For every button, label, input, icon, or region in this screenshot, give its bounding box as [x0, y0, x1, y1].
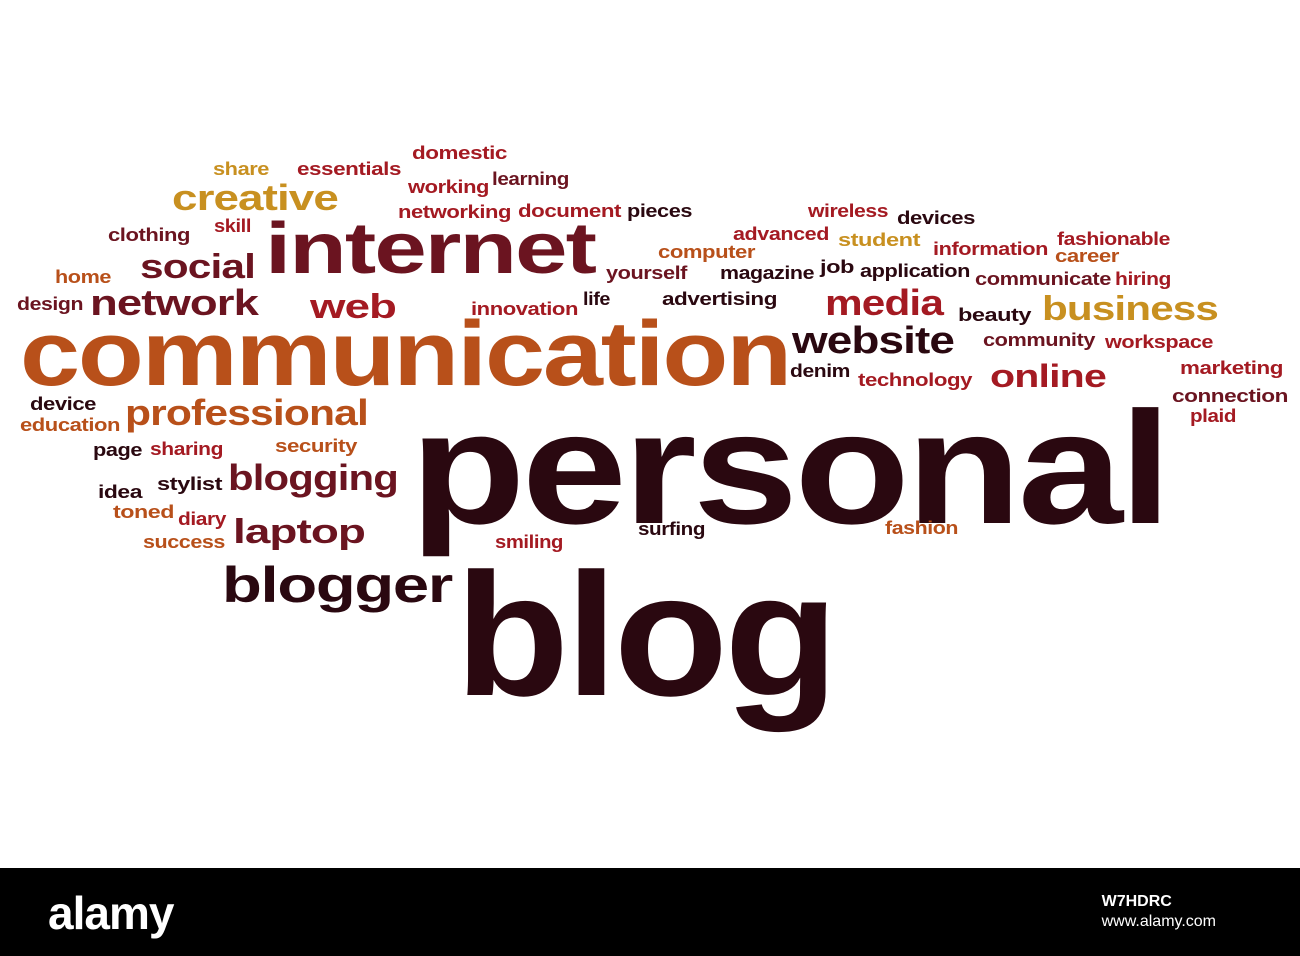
word-social: social — [140, 248, 256, 286]
word-communicate: communicate — [975, 269, 1111, 289]
word-domestic: domestic — [412, 143, 507, 163]
word-communication: communication — [20, 303, 792, 405]
word-devices: devices — [897, 208, 976, 228]
word-business: business — [1042, 290, 1219, 328]
word-device: device — [30, 394, 97, 414]
word-website: website — [792, 320, 955, 362]
word-information: information — [933, 239, 1049, 259]
word-computer: computer — [658, 242, 756, 262]
word-smiling: smiling — [495, 532, 564, 552]
word-media: media — [825, 282, 944, 323]
word-cloud: personal blog communication internet network… — [17, 143, 1289, 733]
word-plaid: plaid — [1190, 406, 1236, 426]
alamy-logo: alamy — [48, 887, 174, 939]
word-workspace: workspace — [1105, 332, 1214, 352]
word-fashionable: fashionable — [1057, 229, 1170, 249]
word-home: home — [55, 267, 111, 287]
word-wireless: wireless — [808, 201, 889, 221]
word-web: web — [310, 288, 397, 326]
word-design: design — [17, 294, 84, 314]
word-success: success — [143, 532, 225, 552]
word-blog: blog — [455, 538, 839, 733]
word-network: network — [90, 282, 259, 323]
word-connection: connection — [1172, 386, 1288, 406]
word-denim: denim — [790, 361, 850, 381]
word-fashion: fashion — [885, 518, 958, 538]
word-pieces: pieces — [627, 201, 692, 221]
word-education: education — [20, 415, 121, 435]
word-share: share — [213, 159, 269, 179]
word-innovation: innovation — [471, 299, 578, 319]
word-diary: diary — [178, 509, 226, 529]
watermark-footer: alamy W7HDRC www.alamy.com — [0, 868, 1300, 956]
word-creative: creative — [172, 177, 339, 218]
word-blogging: blogging — [228, 457, 399, 498]
word-student: student — [838, 230, 920, 250]
word-internet: internet — [265, 209, 597, 289]
word-job: job — [820, 257, 855, 277]
word-toned: toned — [113, 502, 174, 522]
word-surfing: surfing — [638, 519, 706, 539]
word-networking: networking — [398, 202, 512, 222]
word-stylist: stylist — [157, 474, 223, 494]
image-reference: W7HDRC www.alamy.com — [1102, 892, 1216, 932]
word-professional: professional — [125, 392, 369, 433]
word-advanced: advanced — [733, 224, 829, 244]
word-advertising: advertising — [662, 289, 778, 309]
word-essentials: essentials — [297, 159, 402, 179]
word-blogger: blogger — [222, 557, 453, 613]
word-sharing: sharing — [150, 439, 223, 459]
word-yourself: yourself — [606, 263, 687, 283]
word-community: community — [983, 330, 1095, 350]
word-security: security — [275, 436, 357, 456]
word-career: career — [1055, 246, 1120, 266]
word-personal: personal — [410, 378, 1172, 557]
word-beauty: beauty — [958, 305, 1032, 325]
word-technology: technology — [858, 370, 973, 390]
site-url: www.alamy.com — [1101, 913, 1216, 930]
word-working: working — [408, 177, 489, 197]
word-page: page — [93, 440, 143, 460]
word-skill: skill — [214, 216, 251, 236]
word-idea: idea — [98, 482, 142, 502]
word-hiring: hiring — [1115, 269, 1171, 289]
word-laptop: laptop — [233, 513, 366, 551]
word-clothing: clothing — [108, 225, 191, 245]
image-id: W7HDRC — [1101, 893, 1172, 910]
word-marketing: marketing — [1180, 358, 1283, 378]
word-learning: learning — [492, 169, 570, 189]
word-magazine: magazine — [720, 263, 815, 283]
word-document: document — [518, 201, 621, 221]
word-application: application — [860, 261, 971, 281]
word-online: online — [990, 358, 1107, 394]
word-life: life — [583, 289, 611, 309]
